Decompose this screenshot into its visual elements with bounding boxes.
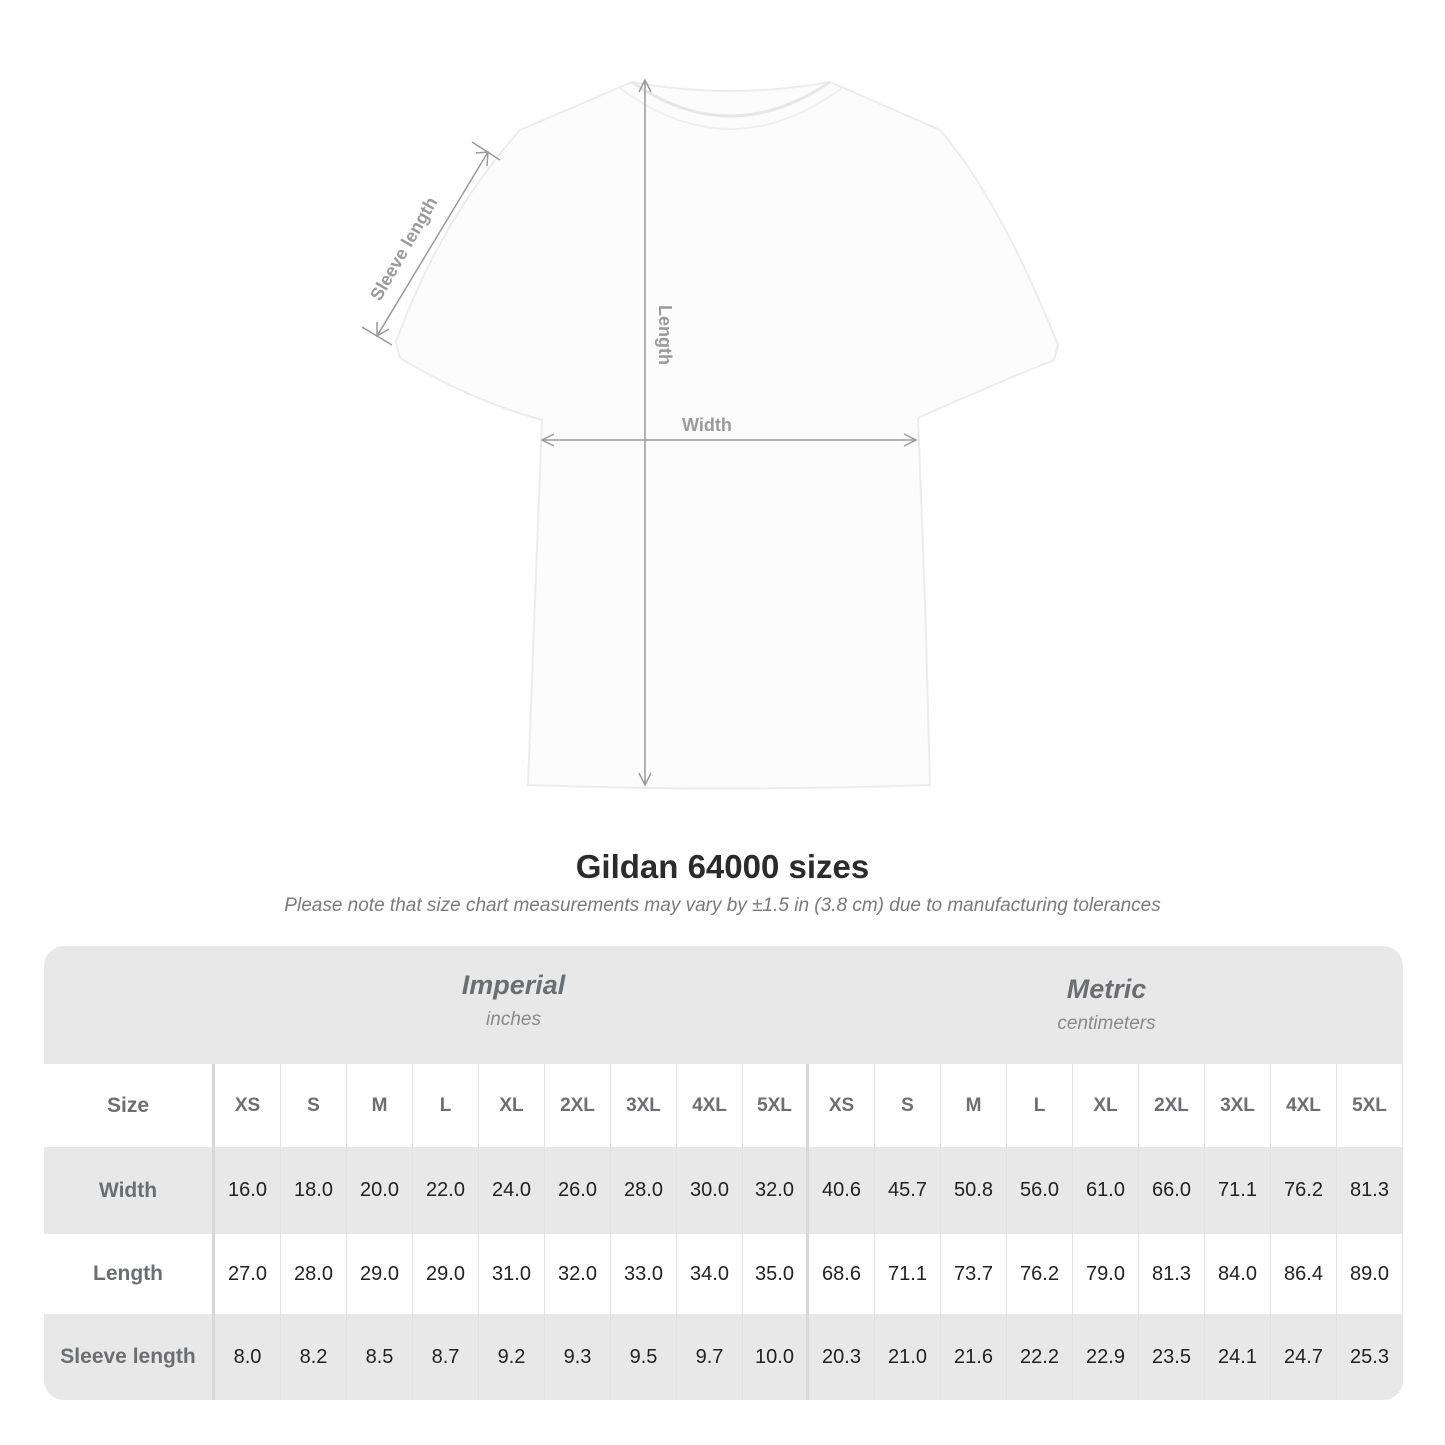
width-label: Width (682, 415, 732, 435)
value-cell: 76.2 (1271, 1147, 1337, 1234)
value-cell: 22.0 (413, 1147, 479, 1234)
size-header-cell: 3XL (611, 1064, 677, 1147)
value-cell: 33.0 (611, 1234, 677, 1314)
size-header-cell: 5XL (1337, 1064, 1403, 1147)
size-header-cell: XL (1073, 1064, 1139, 1147)
size-header-cell: XS (215, 1064, 281, 1147)
value-cell: 56.0 (1007, 1147, 1073, 1234)
value-cell: 24.7 (1271, 1314, 1337, 1400)
measure-lines (361, 78, 918, 787)
value-cell: 32.0 (743, 1147, 809, 1234)
value-cell: 31.0 (479, 1234, 545, 1314)
value-cell: 89.0 (1337, 1234, 1403, 1314)
value-cell: 73.7 (941, 1234, 1007, 1314)
value-cell: 21.0 (875, 1314, 941, 1400)
value-cell: 9.3 (545, 1314, 611, 1400)
row-label: Size (44, 1064, 215, 1147)
tolerance-note: Please note that size chart measurements… (284, 895, 1161, 916)
value-cell: 8.7 (413, 1314, 479, 1400)
value-cell: 9.5 (611, 1314, 677, 1400)
size-header-cell: S (875, 1064, 941, 1147)
value-cell: 28.0 (611, 1147, 677, 1234)
table-row: Length 27.0 28.0 29.0 29.0 31.0 32.0 33.0 34.0 35… (44, 1234, 1403, 1314)
value-cell: 22.2 (1007, 1314, 1073, 1400)
length-label: Length (655, 305, 675, 365)
tshirt-diagram: Sleeve length Length Width (361, 78, 1060, 790)
value-cell: 71.1 (1205, 1147, 1271, 1234)
size-header-cell: 4XL (1271, 1064, 1337, 1147)
size-header-cell: M (941, 1064, 1007, 1147)
metric-unit: centimeters (1057, 1013, 1156, 1034)
value-cell: 24.1 (1205, 1314, 1271, 1400)
value-cell: 20.0 (347, 1147, 413, 1234)
value-cell: 25.3 (1337, 1314, 1403, 1400)
value-cell: 84.0 (1205, 1234, 1271, 1314)
size-header-row: Size XS S M L XL 2XL 3XL 4XL 5XL XS S M L XL 2XL 3XL 4XL 5… (44, 1064, 1403, 1147)
value-cell: 8.0 (215, 1314, 281, 1400)
value-cell: 66.0 (1139, 1147, 1205, 1234)
size-header-cell: L (413, 1064, 479, 1147)
value-cell: 68.6 (809, 1234, 875, 1314)
imperial-heading: Imperial (461, 970, 566, 1000)
value-cell: 86.4 (1271, 1234, 1337, 1314)
value-cell: 45.7 (875, 1147, 941, 1234)
value-cell: 29.0 (413, 1234, 479, 1314)
table-header-band (44, 946, 1403, 1064)
value-cell: 10.0 (743, 1314, 809, 1400)
value-cell: 30.0 (677, 1147, 743, 1234)
value-cell: 29.0 (347, 1234, 413, 1314)
size-table: Imperial inches Metric centimeters Size X… (44, 946, 1403, 1400)
value-cell: 26.0 (545, 1147, 611, 1234)
value-cell: 27.0 (215, 1234, 281, 1314)
size-header-cell: XS (809, 1064, 875, 1147)
table-row: Width 16.0 18.0 20.0 22.0 24.0 26.0 28.0 30.0 32.… (44, 1147, 1403, 1234)
value-cell: 71.1 (875, 1234, 941, 1314)
value-cell: 61.0 (1073, 1147, 1139, 1234)
value-cell: 22.9 (1073, 1314, 1139, 1400)
sleeve-line (376, 151, 489, 337)
size-header-cell: 5XL (743, 1064, 809, 1147)
value-cell: 9.7 (677, 1314, 743, 1400)
page-title: Gildan 64000 sizes (575, 848, 870, 885)
row-label: Length (44, 1234, 215, 1314)
value-cell: 16.0 (215, 1147, 281, 1234)
value-cell: 50.8 (941, 1147, 1007, 1234)
value-cell: 28.0 (281, 1234, 347, 1314)
size-header-cell: 3XL (1205, 1064, 1271, 1147)
value-cell: 34.0 (677, 1234, 743, 1314)
value-cell: 35.0 (743, 1234, 809, 1314)
value-cell: 20.3 (809, 1314, 875, 1400)
value-cell: 81.3 (1139, 1234, 1205, 1314)
table-row: Sleeve length 8.0 8.2 8.5 8.7 9.2 9.3 9.5 9.7 10.… (44, 1314, 1403, 1400)
value-cell: 32.0 (545, 1234, 611, 1314)
value-cell: 18.0 (281, 1147, 347, 1234)
tshirt-image (394, 80, 1060, 790)
value-cell: 8.5 (347, 1314, 413, 1400)
size-header-cell: L (1007, 1064, 1073, 1147)
size-header-cell: S (281, 1064, 347, 1147)
value-cell: 79.0 (1073, 1234, 1139, 1314)
row-label: Sleeve length (44, 1314, 215, 1400)
imperial-unit: inches (486, 1009, 541, 1030)
value-cell: 9.2 (479, 1314, 545, 1400)
imperial-group: Imperial inches (215, 970, 812, 1031)
value-cell: 81.3 (1337, 1147, 1403, 1234)
row-label: Width (44, 1147, 215, 1234)
value-cell: 40.6 (809, 1147, 875, 1234)
value-cell: 76.2 (1007, 1234, 1073, 1314)
metric-group: Metric centimeters (810, 974, 1403, 1035)
metric-heading: Metric (1066, 974, 1147, 1004)
size-header-cell: 4XL (677, 1064, 743, 1147)
value-cell: 23.5 (1139, 1314, 1205, 1400)
value-cell: 21.6 (941, 1314, 1007, 1400)
size-header-cell: M (347, 1064, 413, 1147)
value-cell: 8.2 (281, 1314, 347, 1400)
size-header-cell: 2XL (1139, 1064, 1205, 1147)
size-header-cell: 2XL (545, 1064, 611, 1147)
value-cell: 24.0 (479, 1147, 545, 1234)
size-header-cell: XL (479, 1064, 545, 1147)
